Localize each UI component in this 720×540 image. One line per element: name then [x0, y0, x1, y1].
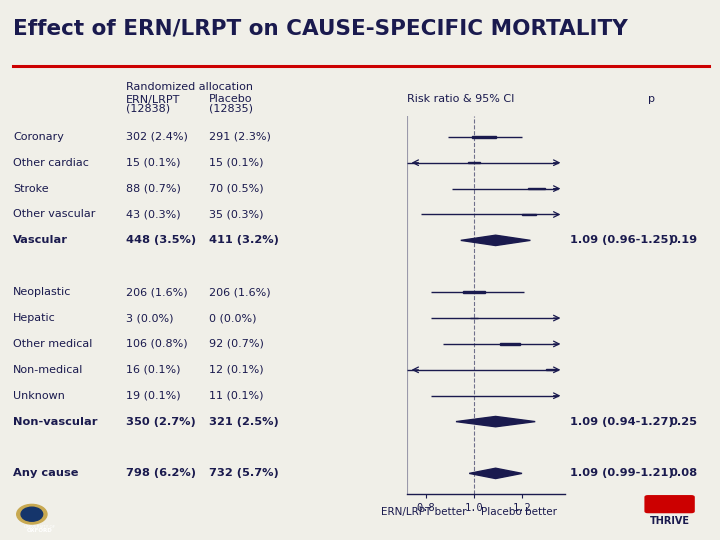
Text: Non-medical: Non-medical	[13, 365, 84, 375]
Text: 291 (2.3%): 291 (2.3%)	[209, 132, 271, 142]
Polygon shape	[461, 235, 531, 246]
Text: 92 (0.7%): 92 (0.7%)	[209, 339, 264, 349]
Text: 350 (2.7%): 350 (2.7%)	[126, 416, 196, 427]
Text: 19 (0.1%): 19 (0.1%)	[126, 391, 181, 401]
Text: (12838): (12838)	[126, 104, 170, 114]
Bar	[528, 188, 545, 190]
Text: ERN/LRPT: ERN/LRPT	[126, 94, 181, 105]
Text: Other cardiac: Other cardiac	[13, 158, 89, 168]
Text: p: p	[648, 94, 655, 105]
Bar	[500, 343, 520, 345]
Text: Stroke: Stroke	[13, 184, 48, 194]
Text: Other medical: Other medical	[13, 339, 92, 349]
Text: Randomized allocation: Randomized allocation	[126, 82, 253, 92]
Bar	[546, 369, 556, 370]
Text: Risk ratio & 95% CI: Risk ratio & 95% CI	[407, 94, 514, 105]
Bar	[463, 291, 485, 293]
Text: Vascular: Vascular	[13, 235, 68, 245]
Text: 0.08: 0.08	[670, 468, 698, 478]
Text: (12835): (12835)	[209, 104, 253, 114]
Bar	[637, 395, 647, 396]
Circle shape	[17, 504, 47, 524]
Polygon shape	[456, 416, 535, 427]
Text: 798 (6.2%): 798 (6.2%)	[126, 468, 196, 478]
Polygon shape	[469, 468, 522, 478]
Text: Effect of ERN/LRPT on CAUSE-SPECIFIC MORTALITY: Effect of ERN/LRPT on CAUSE-SPECIFIC MOR…	[13, 19, 628, 39]
FancyBboxPatch shape	[644, 495, 695, 513]
Text: Non-vascular: Non-vascular	[13, 416, 97, 427]
Text: 1.09 (0.99-1.21): 1.09 (0.99-1.21)	[570, 468, 674, 478]
Text: UNIVERSITY OF: UNIVERSITY OF	[24, 525, 55, 529]
Text: 448 (3.5%): 448 (3.5%)	[126, 235, 196, 245]
Text: 15 (0.1%): 15 (0.1%)	[126, 158, 181, 168]
Text: OXFORD: OXFORD	[27, 528, 53, 533]
Text: 0.19: 0.19	[670, 235, 698, 245]
Text: 321 (2.5%): 321 (2.5%)	[209, 416, 279, 427]
Text: 11 (0.1%): 11 (0.1%)	[209, 391, 264, 401]
Text: 411 (3.2%): 411 (3.2%)	[209, 235, 279, 245]
Bar	[470, 318, 477, 319]
Bar	[472, 136, 495, 138]
Circle shape	[21, 507, 42, 521]
Text: 302 (2.4%): 302 (2.4%)	[126, 132, 188, 142]
Text: 0.25: 0.25	[670, 416, 698, 427]
Text: 3 (0.0%): 3 (0.0%)	[126, 313, 174, 323]
Text: 70 (0.5%): 70 (0.5%)	[209, 184, 264, 194]
Text: Any cause: Any cause	[13, 468, 78, 478]
Bar	[468, 162, 480, 163]
Text: Placebo: Placebo	[209, 94, 252, 105]
Text: THRIVE: THRIVE	[649, 516, 690, 526]
Text: Other vascular: Other vascular	[13, 210, 95, 219]
Text: Placebo better: Placebo better	[481, 507, 557, 517]
Text: 88 (0.7%): 88 (0.7%)	[126, 184, 181, 194]
Text: 16 (0.1%): 16 (0.1%)	[126, 365, 181, 375]
Text: Unknown: Unknown	[13, 391, 65, 401]
Text: 732 (5.7%): 732 (5.7%)	[209, 468, 279, 478]
Text: 206 (1.6%): 206 (1.6%)	[126, 287, 188, 297]
Text: Hepatic: Hepatic	[13, 313, 55, 323]
Text: 43 (0.3%): 43 (0.3%)	[126, 210, 181, 219]
Text: 1.09 (0.96-1.25): 1.09 (0.96-1.25)	[570, 235, 674, 245]
Text: 206 (1.6%): 206 (1.6%)	[209, 287, 271, 297]
Text: Coronary: Coronary	[13, 132, 64, 142]
Text: 106 (0.8%): 106 (0.8%)	[126, 339, 188, 349]
Text: Neoplastic: Neoplastic	[13, 287, 71, 297]
Text: ERN/LRPT better: ERN/LRPT better	[382, 507, 467, 517]
Text: 35 (0.3%): 35 (0.3%)	[209, 210, 264, 219]
Text: 12 (0.1%): 12 (0.1%)	[209, 365, 264, 375]
Text: 15 (0.1%): 15 (0.1%)	[209, 158, 264, 168]
Text: 0 (0.0%): 0 (0.0%)	[209, 313, 256, 323]
Text: 1.09 (0.94-1.27): 1.09 (0.94-1.27)	[570, 416, 674, 427]
Bar	[522, 214, 536, 215]
